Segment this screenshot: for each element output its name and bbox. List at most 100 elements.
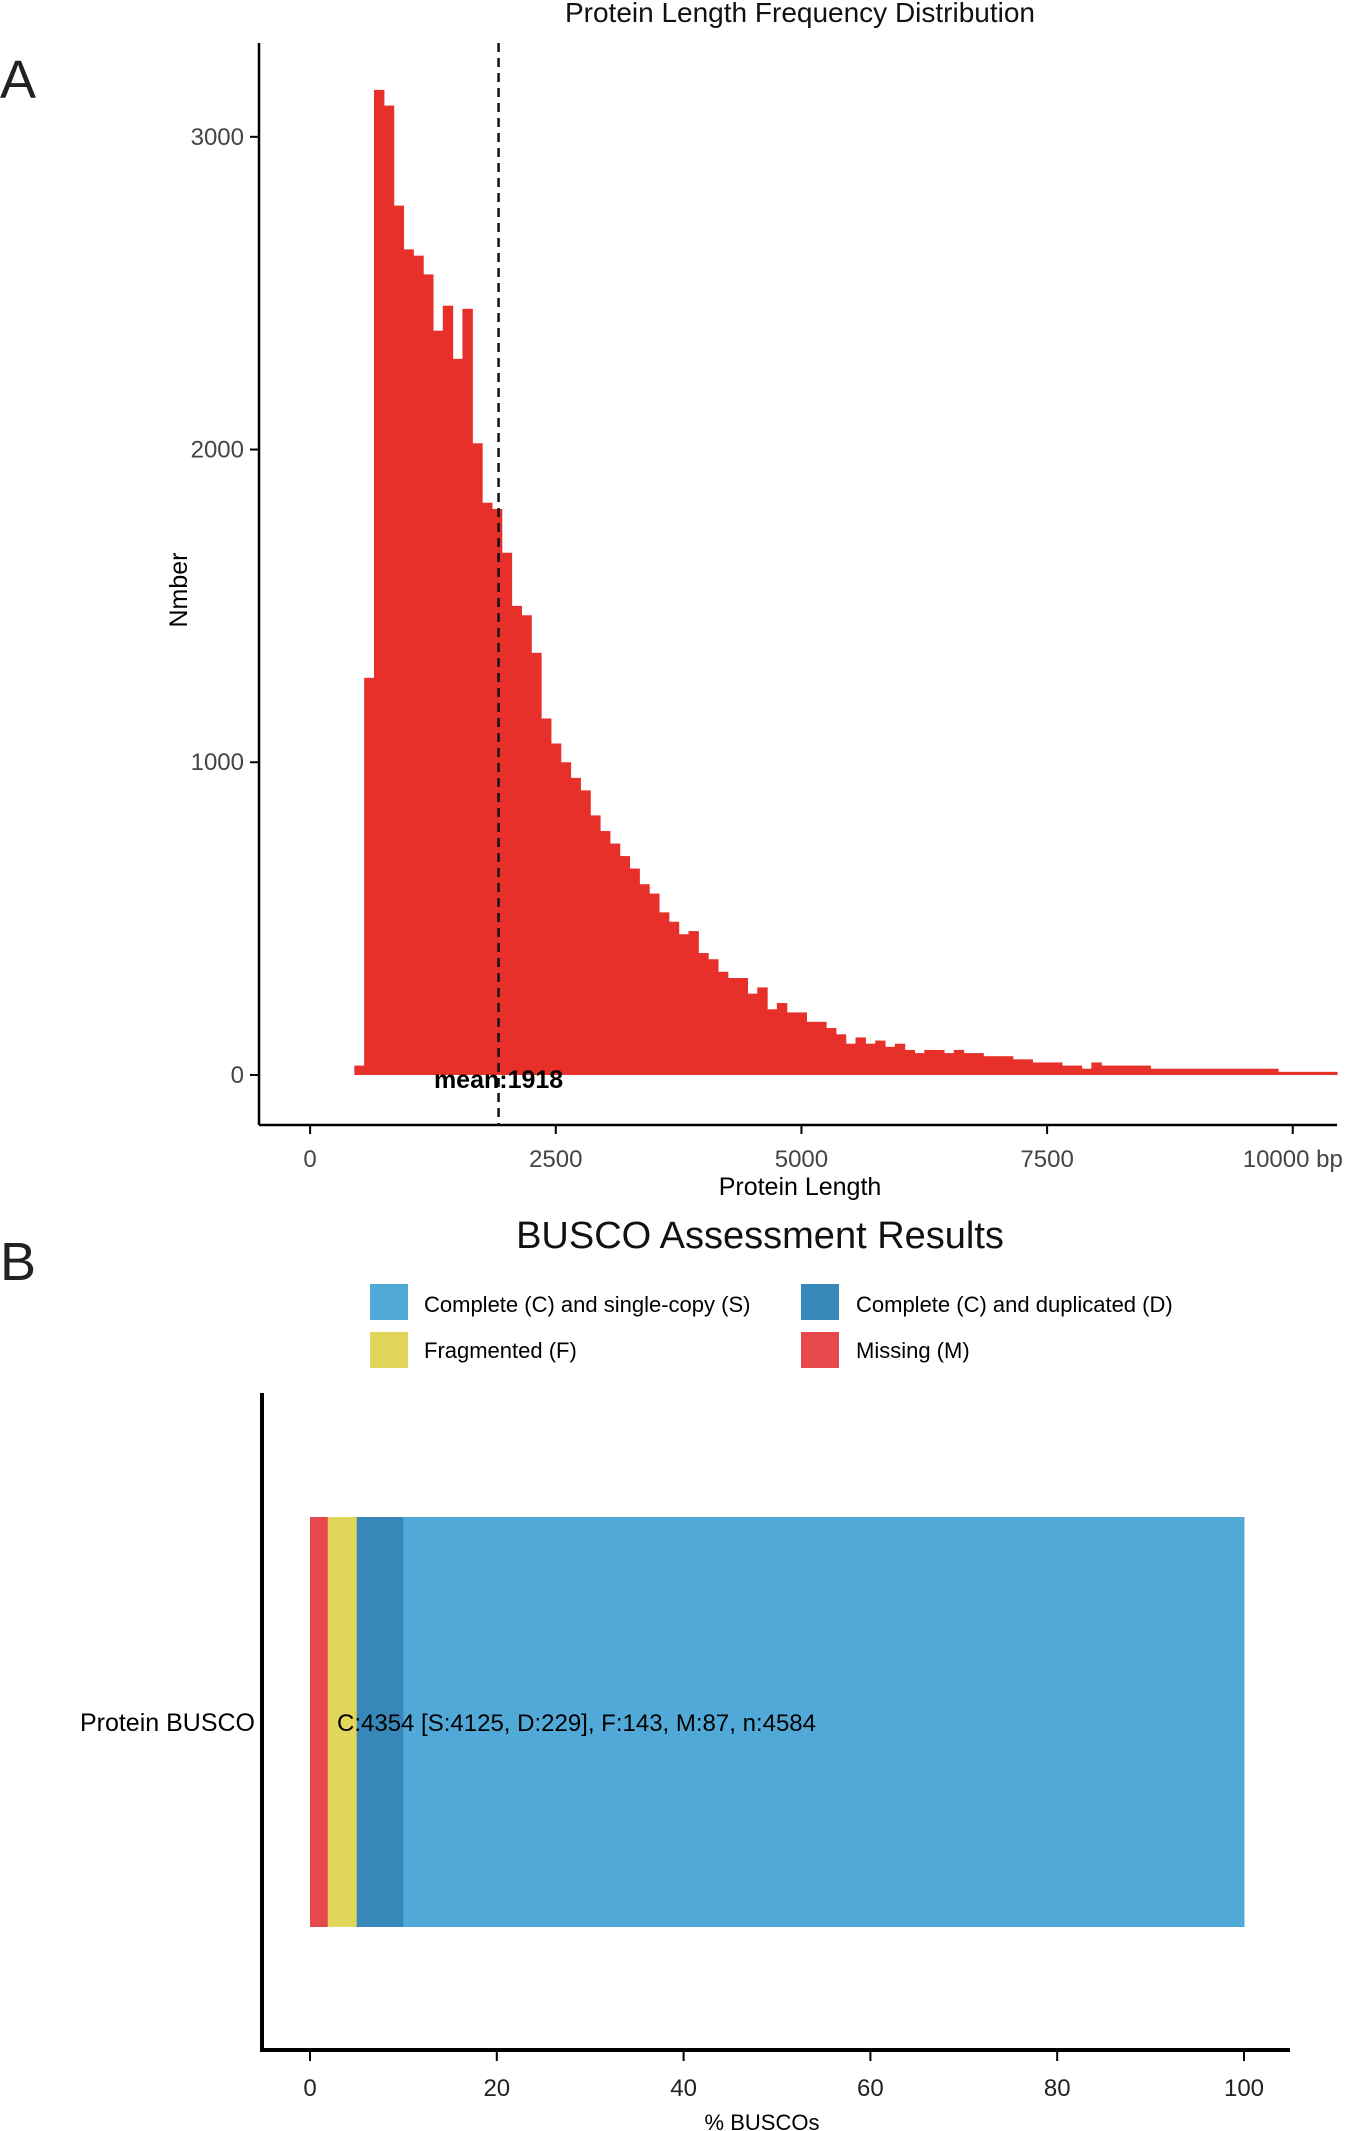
histogram-bar	[894, 1043, 906, 1075]
legend-swatch-duplicated	[801, 1284, 839, 1320]
histogram-x-ticks: 0 2500 5000 7500 10000 bp	[303, 1125, 1343, 1173]
busco-chart: BUSCO Assessment Results Complete (C) an…	[80, 1215, 1290, 2131]
histogram-bar	[580, 790, 591, 1075]
histogram-bar	[963, 1053, 975, 1075]
histogram-bar	[884, 1046, 896, 1075]
histogram-bar	[531, 652, 542, 1075]
histogram-bars	[354, 89, 1338, 1075]
histogram-bar	[1248, 1068, 1259, 1075]
histogram-bar	[1287, 1071, 1299, 1075]
x-tick-label: 10000 bp	[1243, 1146, 1343, 1173]
panel-a-letter: A	[0, 50, 36, 110]
histogram-bar	[541, 718, 552, 1075]
histogram-bar	[403, 249, 414, 1075]
histogram-bar	[501, 552, 513, 1075]
x-tick-label: 2500	[529, 1146, 582, 1173]
legend-label-single-copy: Complete (C) and single-copy (S)	[424, 1292, 750, 1317]
histogram-y-ticks: 0 1000 2000 3000	[191, 124, 259, 1089]
histogram-bar	[993, 1056, 1004, 1075]
busco-x-tick-label: 0	[303, 2075, 316, 2102]
histogram-bar	[1101, 1065, 1112, 1075]
histogram-bar	[491, 508, 503, 1075]
busco-segment	[327, 1517, 358, 1927]
histogram-bar	[1071, 1065, 1083, 1075]
histogram-bar	[1258, 1068, 1269, 1075]
histogram-bar	[590, 815, 601, 1075]
mean-label: mean:1918	[434, 1066, 563, 1094]
busco-x-tick-label: 20	[483, 2075, 510, 2102]
histogram-bar	[708, 959, 719, 1075]
busco-category-label: Protein BUSCO	[80, 1709, 255, 1737]
histogram-bar	[1209, 1068, 1220, 1075]
histogram-bar	[668, 921, 680, 1075]
busco-segment	[310, 1517, 329, 1927]
panel-b-letter: B	[0, 1232, 36, 1292]
histogram-bar	[1228, 1068, 1240, 1075]
histogram-title: Protein Length Frequency Distribution	[565, 0, 1035, 28]
histogram-bar	[1061, 1065, 1073, 1075]
histogram-bar	[875, 1040, 886, 1075]
histogram-bar	[727, 978, 739, 1075]
histogram-bar	[462, 308, 473, 1075]
histogram-bar	[904, 1049, 916, 1075]
busco-segment	[403, 1517, 1245, 1927]
histogram-bar	[609, 843, 621, 1075]
histogram-bar	[472, 443, 483, 1075]
busco-x-label: % BUSCOs	[705, 2110, 820, 2131]
histogram-bar	[737, 978, 748, 1075]
histogram-bar	[649, 893, 660, 1075]
histogram-bar	[354, 1065, 365, 1075]
histogram-bar	[1012, 1059, 1024, 1075]
y-tick-label: 3000	[191, 124, 244, 151]
histogram-bar	[1110, 1065, 1122, 1075]
histogram-bar	[1268, 1068, 1279, 1075]
histogram-bar	[688, 931, 699, 1075]
histogram-bar	[1091, 1062, 1102, 1075]
y-tick-label: 2000	[191, 437, 244, 464]
x-tick-label: 0	[303, 1146, 316, 1173]
histogram-bar	[1169, 1068, 1181, 1075]
histogram-bar	[855, 1037, 866, 1075]
histogram-bar	[1042, 1062, 1053, 1075]
histogram-bar	[1081, 1068, 1092, 1075]
histogram-bar	[442, 305, 454, 1075]
histogram-bar	[619, 856, 631, 1075]
histogram-bar	[1307, 1071, 1318, 1075]
y-tick-label: 1000	[191, 749, 244, 776]
histogram-bar	[1120, 1065, 1132, 1075]
legend-swatch-missing	[801, 1332, 839, 1368]
busco-annotation: C:4354 [S:4125, D:229], F:143, M:87, n:4…	[337, 1710, 816, 1737]
x-tick-label: 7500	[1020, 1146, 1073, 1173]
histogram-bar	[1022, 1059, 1033, 1075]
histogram-bar	[934, 1049, 945, 1075]
histogram-bar	[1297, 1071, 1309, 1075]
histogram-bar	[560, 762, 572, 1075]
legend-item-fragmented: Fragmented (F)	[370, 1332, 577, 1368]
histogram-bar	[1052, 1062, 1063, 1075]
histogram-bar	[914, 1053, 925, 1075]
histogram-bar	[924, 1049, 935, 1075]
busco-x-tick-label: 40	[670, 2075, 697, 2102]
histogram-bar	[943, 1053, 955, 1075]
histogram-bar	[599, 831, 611, 1075]
histogram-bar	[1160, 1068, 1171, 1075]
histogram-bar	[639, 884, 650, 1075]
histogram-bar	[767, 1009, 778, 1075]
histogram-bar	[550, 743, 562, 1075]
x-tick-label: 5000	[775, 1146, 828, 1173]
busco-bars	[310, 1517, 1245, 1927]
histogram-bar	[1179, 1068, 1191, 1075]
histogram-bar	[776, 1003, 788, 1075]
histogram-bar	[1150, 1068, 1161, 1075]
histogram-bar	[786, 1012, 798, 1075]
histogram-bar	[1278, 1071, 1289, 1075]
histogram-bar	[373, 89, 385, 1075]
histogram-bar	[983, 1056, 994, 1075]
busco-legend: Complete (C) and single-copy (S) Complet…	[370, 1284, 1173, 1368]
busco-x-tick-label: 60	[857, 2075, 884, 2102]
histogram-bar	[511, 605, 522, 1075]
legend-swatch-single-copy	[370, 1284, 408, 1320]
histogram-bar	[845, 1043, 857, 1075]
histogram-bar	[393, 205, 405, 1075]
